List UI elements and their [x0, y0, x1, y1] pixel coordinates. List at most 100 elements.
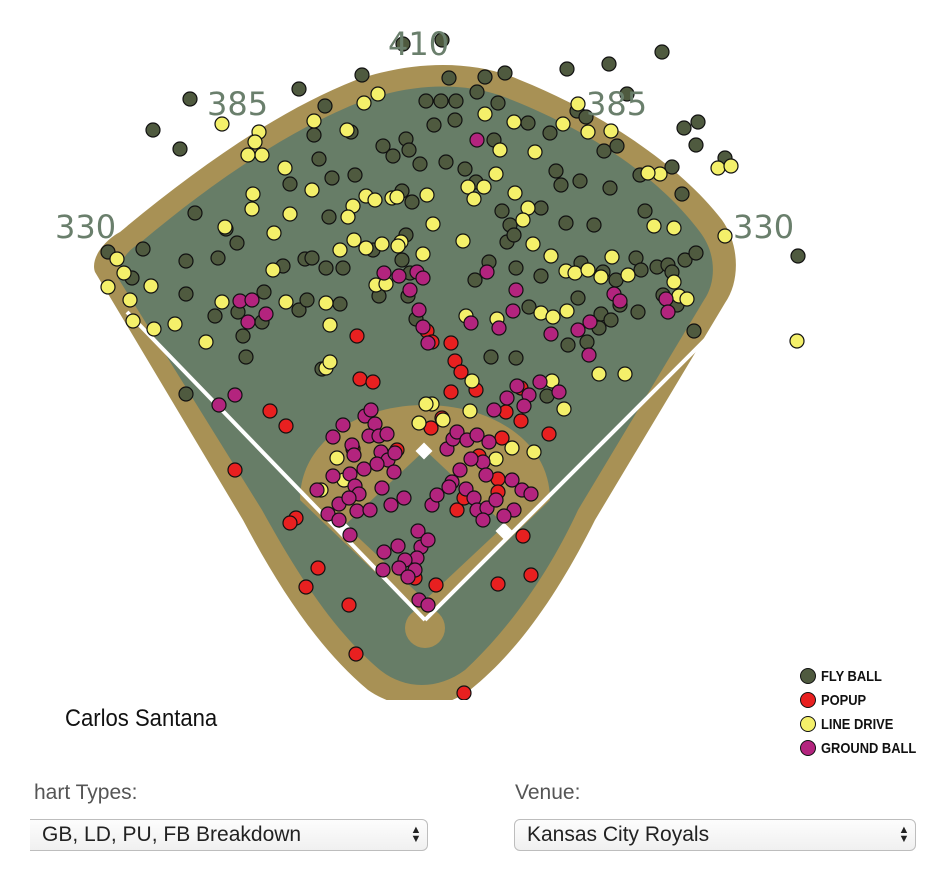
fly-ball-point — [256, 284, 272, 300]
ground-ball-point — [452, 462, 468, 478]
line-drive-point — [266, 225, 282, 241]
fly-ball-point — [291, 302, 307, 318]
ground-ball-point — [415, 270, 431, 286]
ground-ball-point — [496, 508, 512, 524]
line-drive-point — [591, 366, 607, 382]
line-drive-point — [789, 333, 805, 349]
line-drive-point — [198, 334, 214, 350]
fly-ball-point — [210, 250, 226, 266]
legend-swatch-fly-ball — [800, 668, 816, 684]
fly-ball-point — [558, 215, 574, 231]
fly-ball-point — [304, 250, 320, 266]
distance-label-right: 330 — [733, 208, 794, 246]
fly-ball-point — [238, 349, 254, 365]
fly-ball-point — [311, 151, 327, 167]
popup-point — [365, 374, 381, 390]
legend-label-ground-ball: GROUND BALL — [821, 739, 917, 757]
fly-ball-point — [570, 290, 586, 306]
fly-ball-point — [317, 98, 333, 114]
line-drive-point — [304, 182, 320, 198]
line-drive-point — [265, 262, 281, 278]
fly-ball-point — [469, 84, 485, 100]
line-drive-point — [570, 96, 586, 112]
fly-ball-point — [477, 69, 493, 85]
line-drive-point — [411, 415, 427, 431]
fly-ball-point — [182, 91, 198, 107]
fly-ball-point — [790, 248, 806, 264]
ground-ball-point — [478, 467, 494, 483]
line-drive-point — [666, 220, 682, 236]
fly-ball-point — [354, 67, 370, 83]
line-drive-point — [277, 160, 293, 176]
ground-ball-point — [486, 402, 502, 418]
line-drive-point — [666, 274, 682, 290]
fly-ball-point — [385, 148, 401, 164]
fly-ball-point — [619, 86, 635, 102]
popup-point — [443, 384, 459, 400]
fly-ball-point — [395, 36, 411, 52]
fly-ball-point — [686, 323, 702, 339]
popup-point — [541, 426, 557, 442]
popup-point — [453, 364, 469, 380]
left-foul-line — [125, 310, 427, 622]
home-plate-circle — [405, 608, 445, 648]
ground-ball-point — [342, 527, 358, 543]
chart-types-select[interactable]: GB, LD, PU, FB Breakdown ▲ ▼ — [30, 819, 428, 851]
line-drive-point — [367, 192, 383, 208]
line-drive-point — [214, 116, 230, 132]
venue-select[interactable]: Kansas City Royals ▲ ▼ — [514, 819, 916, 851]
fly-ball-point — [579, 334, 595, 350]
line-drive-point — [318, 295, 334, 311]
fly-ball-point — [677, 252, 693, 268]
fly-ball-point — [508, 260, 524, 276]
fly-ball-point — [229, 235, 245, 251]
popup-point — [310, 560, 326, 576]
ground-ball-point — [331, 512, 347, 528]
fly-ball-point — [145, 122, 161, 138]
line-drive-point — [278, 294, 294, 310]
ground-ball-point — [499, 390, 515, 406]
ground-ball-point — [325, 429, 341, 445]
fly-ball-point — [187, 205, 203, 221]
line-drive-point — [100, 279, 116, 295]
ground-ball-point — [383, 497, 399, 513]
line-drive-point — [545, 309, 561, 325]
line-drive-point — [282, 206, 298, 222]
line-drive-point — [464, 373, 480, 389]
fly-ball-point — [542, 125, 558, 141]
ground-ball-point — [523, 486, 539, 502]
line-drive-point — [322, 354, 338, 370]
line-drive-point — [488, 451, 504, 467]
fly-ball-point — [553, 177, 569, 193]
line-drive-point — [646, 218, 662, 234]
line-drive-point — [435, 412, 451, 428]
fly-ball-point — [412, 156, 428, 172]
legend-swatch-popup — [800, 692, 816, 708]
ground-ball-point — [386, 464, 402, 480]
distance-label-left: 330 — [55, 208, 116, 246]
fly-ball-point — [178, 286, 194, 302]
popup-point — [523, 567, 539, 583]
ground-ball-point — [244, 292, 260, 308]
ground-ball-point — [362, 502, 378, 518]
line-drive-point — [116, 265, 132, 281]
popup-point — [348, 646, 364, 662]
line-drive-point — [125, 313, 141, 329]
line-drive-point — [617, 366, 633, 382]
line-drive-point — [339, 122, 355, 138]
line-drive-point — [477, 106, 493, 122]
popup-point — [456, 685, 472, 700]
fly-ball-point — [601, 56, 617, 72]
line-drive-point — [358, 240, 374, 256]
ground-ball-point — [479, 264, 495, 280]
legend: FLY BALL POPUP LINE DRIVE GROUND BALL — [800, 664, 932, 760]
line-drive-point — [122, 292, 138, 308]
fly-ball-point — [664, 159, 680, 175]
fly-ball-point — [494, 203, 510, 219]
fly-ball-point — [497, 65, 513, 81]
ground-ball-point — [463, 451, 479, 467]
popup-point — [278, 418, 294, 434]
distance-label-right-center: 385 — [586, 85, 647, 123]
ground-ball-point — [356, 461, 372, 477]
ground-ball-point — [488, 492, 504, 508]
